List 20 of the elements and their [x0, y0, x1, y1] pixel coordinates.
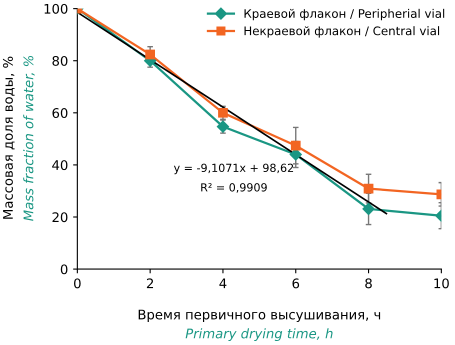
- y-tick-label: 40: [52, 160, 68, 170]
- x-tick-label: 10: [434, 278, 449, 288]
- annotation: y = -9,1071x + 98,62: [174, 164, 294, 174]
- y-tick-label: 20: [52, 212, 68, 222]
- legend-label: Некраевой флакон / Central vial: [244, 26, 440, 38]
- y-axis-title: Массовая доля воды, % Mass fraction of water, %: [2, 56, 35, 221]
- point: [145, 50, 156, 60]
- x-tick-label: 0: [74, 278, 81, 288]
- x-tick-label: 4: [219, 278, 226, 288]
- y-tick-label: 80: [52, 56, 68, 66]
- y-tick-label: 100: [44, 4, 68, 14]
- x-axis-title: Время первичного высушивания, ч Primary drying time, h: [138, 310, 380, 342]
- point: [362, 202, 375, 216]
- y-tick-label: 60: [52, 108, 68, 118]
- y-tick-label: 0: [60, 264, 68, 274]
- annotation: R² = 0,9909: [201, 183, 267, 193]
- x-tick-label: 6: [292, 278, 300, 288]
- x-tick-label: 8: [365, 278, 372, 288]
- x-tick-label: 2: [146, 278, 154, 288]
- legend-label: Краевой флакон / Peripherial vial: [244, 8, 444, 20]
